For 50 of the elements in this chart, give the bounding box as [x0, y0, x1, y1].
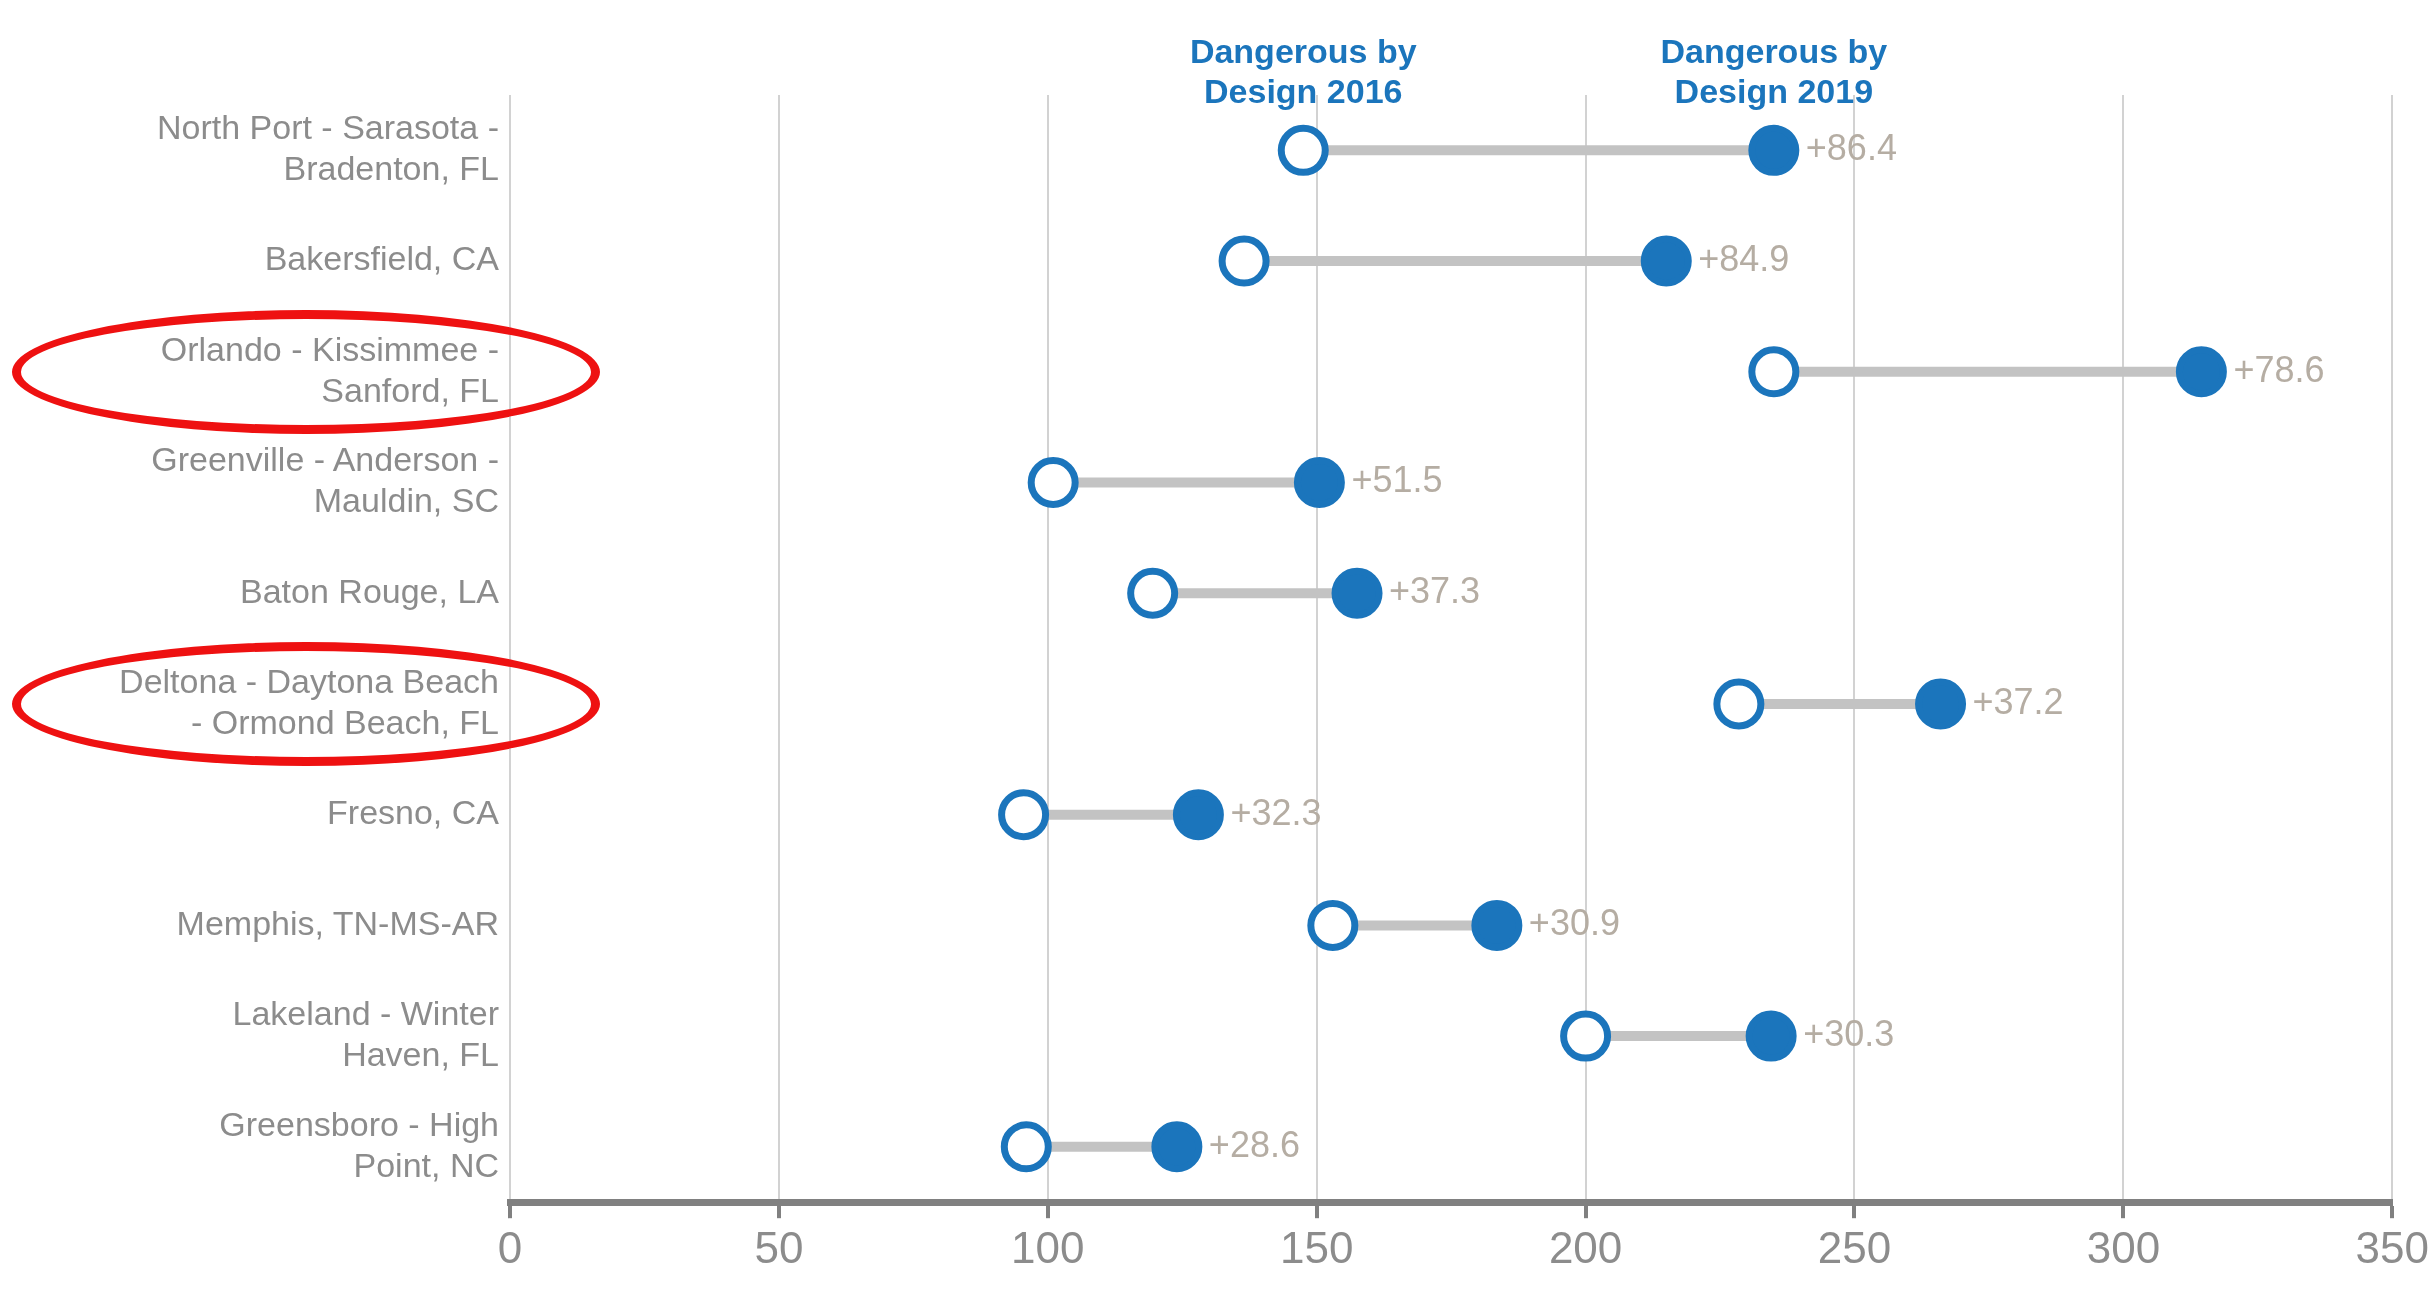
- point: [1218, 235, 1270, 287]
- annotation: +32.3: [1230, 791, 1322, 833]
- y-tick-label: Bakersfield, CA: [264, 239, 500, 278]
- point: [1293, 457, 1345, 509]
- y-tick-label: Memphis, TN-MS-AR: [176, 903, 499, 942]
- x-tick-label: 300: [2086, 1222, 2161, 1272]
- annotation: +30.9: [1528, 902, 1620, 944]
- point: [1127, 567, 1179, 619]
- point: [1640, 235, 1692, 287]
- point: [1560, 1010, 1612, 1062]
- y-tick-label: North Port - Sarasota - Bradenton, FL: [156, 108, 499, 188]
- annotation: +51.5: [1351, 459, 1443, 501]
- point: [1172, 789, 1224, 841]
- point: [1000, 1121, 1052, 1173]
- y-tick-label: Greenville - Anderson - Mauldin, SC: [151, 440, 499, 520]
- annotation: +84.9: [1698, 238, 1790, 279]
- annotation: +28.6: [1208, 1123, 1300, 1165]
- annotation: +78.6: [2233, 348, 2325, 390]
- annotation: +86.4: [1805, 127, 1897, 169]
- point: [1915, 678, 1967, 730]
- y-tick-label: Orlando - Kissimmee - Sanford, FL: [160, 329, 499, 409]
- x-tick-label: 200: [1548, 1222, 1623, 1272]
- x-tick-label: 50: [754, 1222, 804, 1272]
- y-tick-label: Lakeland - Winter Haven, FL: [232, 994, 499, 1073]
- x-tick-label: 100: [1011, 1222, 1085, 1272]
- point: [1331, 567, 1383, 619]
- x-tick-label: 150: [1279, 1222, 1354, 1272]
- y-tick-label: Greensboro - High Point, NC: [219, 1104, 499, 1184]
- point: [1748, 124, 1800, 176]
- series-label: Dangerous by Design 2016: [1189, 31, 1417, 110]
- x-tick-label: 0: [497, 1222, 523, 1272]
- point: [2175, 346, 2227, 398]
- point: [1151, 1121, 1203, 1173]
- point: [998, 789, 1050, 841]
- point: [1713, 678, 1765, 730]
- annotation: +37.2: [1972, 680, 2064, 722]
- series-label: Dangerous by Design 2019: [1660, 31, 1888, 110]
- y-tick-label: Fresno, CA: [327, 793, 500, 832]
- point: [1745, 1010, 1797, 1062]
- annotation: +30.3: [1803, 1013, 1895, 1055]
- y-tick-label: Deltona - Daytona Beach - Ormond Beach, FL: [119, 661, 499, 741]
- annotation: +37.3: [1389, 570, 1481, 612]
- point: [1027, 457, 1079, 509]
- x-tick-label: 250: [1817, 1222, 1892, 1272]
- point: [1277, 124, 1329, 176]
- x-tick-label: 350: [2355, 1222, 2429, 1272]
- y-tick-label: Baton Rouge, LA: [240, 571, 500, 610]
- point: [1748, 346, 1800, 398]
- point: [1307, 899, 1359, 951]
- point: [1471, 899, 1523, 951]
